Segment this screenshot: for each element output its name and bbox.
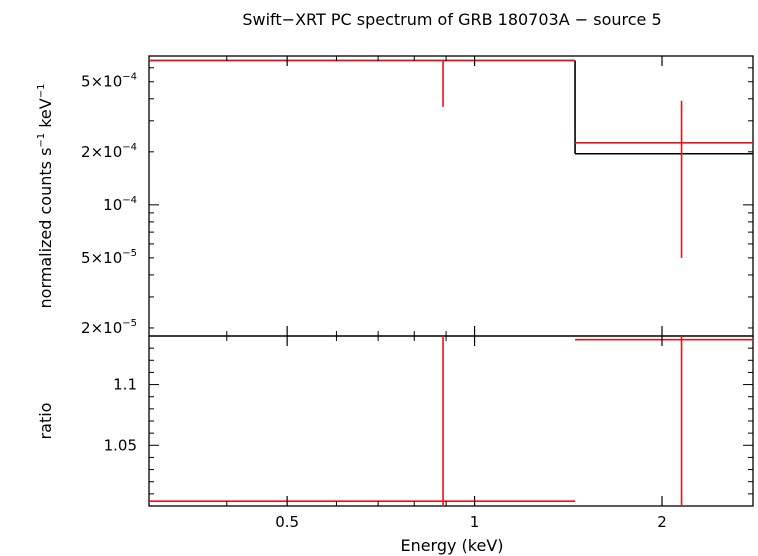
y-tick-label: 5×10−4: [81, 72, 137, 91]
spectrum-y-axis-label: normalized counts s−1 keV−1: [36, 84, 55, 309]
x-tick-label: 0.5: [275, 513, 299, 531]
chart-title: Swift−XRT PC spectrum of GRB 180703A − s…: [242, 10, 661, 29]
y-tick-label: 2×10−4: [81, 142, 137, 161]
y-tick-exponent: −4: [122, 142, 137, 153]
spectrum-data: [149, 59, 753, 258]
spectrum-model: [149, 59, 753, 155]
y-tick-mantissa: 5×10: [81, 73, 122, 91]
ratio-tick-label: 1.1: [113, 376, 137, 394]
x-tick-label: 1: [470, 513, 480, 531]
y-label-sup-2: −1: [36, 84, 47, 99]
y-label-mid: keV: [36, 98, 55, 133]
y-tick-label: 10−4: [103, 195, 137, 214]
y-tick-exponent: −4: [122, 195, 137, 206]
spectrum-y-axis: 5×10−42×10−410−45×10−52×10−5: [81, 55, 753, 337]
ratio-tick-label: 1.05: [104, 436, 137, 454]
x-axis: 0.5 1 2: [226, 56, 667, 531]
x-tick-label: 2: [657, 513, 667, 531]
y-tick-mantissa: 2×10: [81, 143, 122, 161]
spectrum-panel: 5×10−42×10−410−45×10−52×10−5 normalized …: [36, 55, 754, 337]
y-label-sup-1: −1: [36, 133, 47, 148]
ratio-plot-frame: [148, 335, 754, 507]
y-tick-label: 5×10−5: [81, 248, 137, 267]
ratio-panel: 1.1 1.05 ratio: [36, 335, 754, 507]
ratio-data: [149, 336, 753, 506]
ratio-y-axis-label: ratio: [36, 403, 55, 440]
y-tick-label: 2×10−5: [81, 318, 137, 337]
y-tick-exponent: −4: [122, 72, 137, 83]
x-axis-label: Energy (keV): [400, 536, 503, 555]
y-label-main: normalized counts s: [36, 148, 55, 309]
spectrum-plot-frame: [148, 55, 754, 337]
y-tick-mantissa: 10: [103, 196, 122, 214]
y-tick-exponent: −5: [122, 248, 137, 259]
y-tick-mantissa: 2×10: [81, 319, 122, 337]
y-tick-mantissa: 5×10: [81, 249, 122, 267]
y-tick-exponent: −5: [122, 318, 137, 329]
ratio-y-axis: 1.1 1.05: [104, 347, 753, 495]
